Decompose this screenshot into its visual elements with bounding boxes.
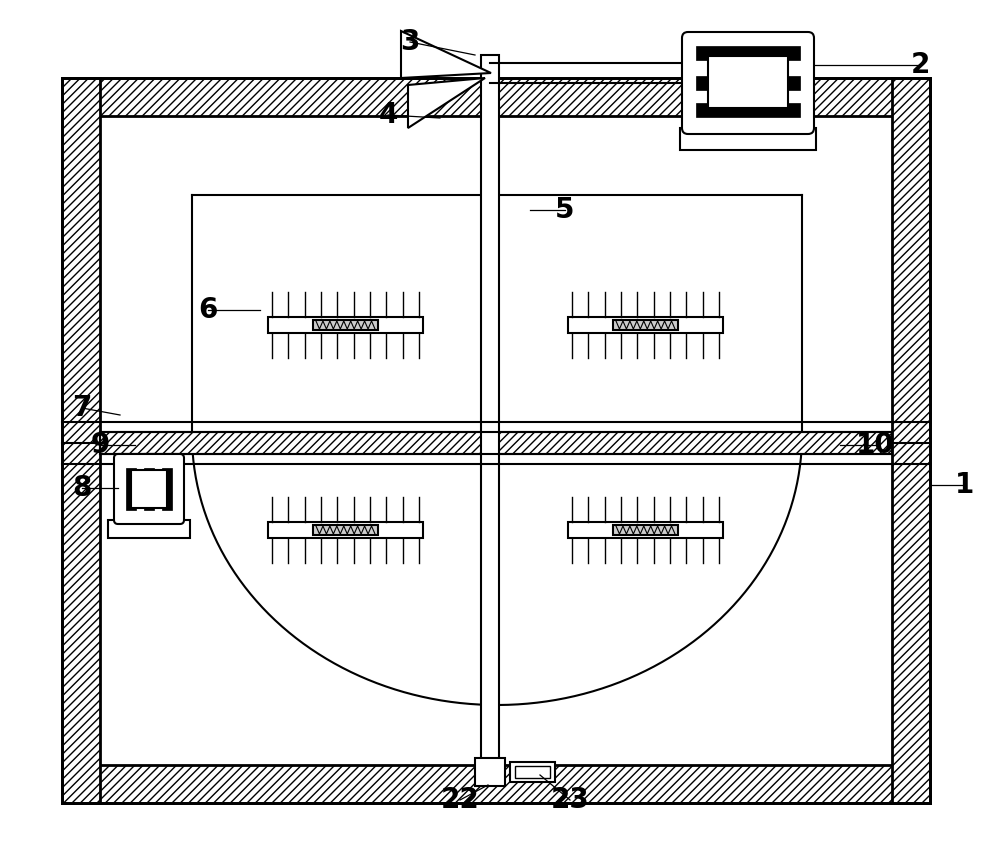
Bar bbox=[708, 56, 788, 108]
Text: 7: 7 bbox=[72, 394, 92, 422]
Bar bbox=[696, 76, 800, 90]
Polygon shape bbox=[408, 78, 485, 128]
Bar bbox=[268, 317, 423, 333]
Text: 6: 6 bbox=[198, 296, 218, 324]
Bar bbox=[481, 55, 499, 780]
Bar bbox=[892, 78, 930, 803]
Bar bbox=[475, 758, 505, 786]
Bar bbox=[62, 78, 930, 116]
Bar bbox=[568, 522, 723, 538]
Bar bbox=[162, 468, 172, 510]
Text: 5: 5 bbox=[555, 196, 575, 224]
Bar bbox=[568, 317, 723, 333]
Bar bbox=[108, 520, 190, 538]
Bar bbox=[62, 78, 930, 803]
Polygon shape bbox=[401, 31, 491, 78]
Bar bbox=[145, 454, 153, 458]
Bar bbox=[268, 522, 423, 538]
Bar bbox=[62, 78, 100, 803]
Bar bbox=[126, 468, 136, 510]
Text: 23: 23 bbox=[551, 786, 589, 814]
Bar bbox=[100, 432, 892, 454]
Text: 10: 10 bbox=[856, 431, 894, 459]
Bar bbox=[680, 128, 816, 150]
Bar bbox=[613, 320, 678, 330]
Bar bbox=[131, 470, 167, 508]
Text: 22: 22 bbox=[441, 786, 479, 814]
Bar bbox=[144, 468, 154, 510]
Bar bbox=[62, 765, 930, 803]
Bar bbox=[313, 320, 378, 330]
Bar bbox=[313, 525, 378, 535]
Bar bbox=[613, 525, 678, 535]
Bar bbox=[100, 432, 892, 454]
Text: 9: 9 bbox=[90, 431, 110, 459]
Text: 1: 1 bbox=[954, 471, 974, 499]
Text: 4: 4 bbox=[378, 101, 398, 129]
Bar bbox=[510, 762, 555, 782]
Text: 8: 8 bbox=[72, 474, 92, 502]
Bar bbox=[696, 46, 800, 60]
FancyBboxPatch shape bbox=[682, 32, 814, 134]
Text: 3: 3 bbox=[400, 28, 420, 56]
Bar bbox=[100, 116, 892, 765]
FancyBboxPatch shape bbox=[114, 454, 184, 524]
Bar bbox=[515, 766, 550, 778]
Bar bbox=[696, 103, 800, 117]
Text: 2: 2 bbox=[910, 51, 930, 79]
